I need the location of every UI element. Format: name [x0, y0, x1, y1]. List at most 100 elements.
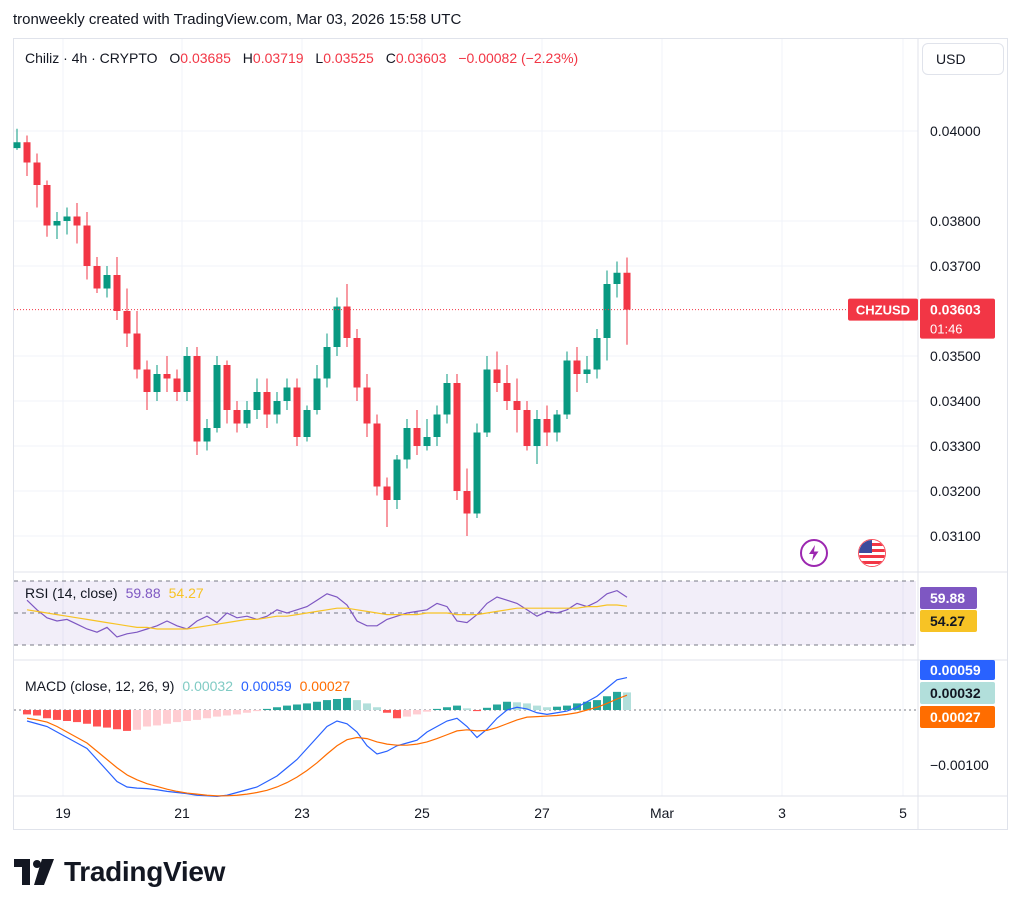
rsi-ma-legend-value: 54.27: [168, 585, 204, 601]
macd-histogram-bar: [403, 710, 411, 717]
candle-body: [553, 414, 561, 433]
macd-legend-title[interactable]: MACD (close, 12, 26, 9): [25, 678, 175, 694]
price-tick-label: 0.03100: [930, 528, 981, 544]
macd-histogram-bar: [43, 710, 51, 719]
candle-body: [153, 374, 161, 392]
candle-body: [503, 383, 511, 401]
macd-histogram-bar: [433, 708, 441, 710]
candle-body: [533, 419, 541, 446]
candle-body: [513, 401, 521, 410]
candle-body: [113, 275, 121, 311]
macd-histogram-bar: [133, 710, 141, 730]
macd-histogram-bar: [33, 710, 41, 716]
candle-body: [443, 383, 451, 415]
currency-button[interactable]: USD: [922, 43, 1004, 75]
chart-frame: [13, 38, 1008, 830]
candle-body: [573, 360, 581, 374]
rsi-legend-title[interactable]: RSI (14, close): [25, 585, 118, 601]
macd-histogram-bar: [613, 691, 621, 710]
rsi-ma-value-label: 54.27: [930, 613, 965, 629]
symbol-title[interactable]: Chiliz · 4h · CRYPTO: [25, 50, 158, 66]
macd-histogram-bar: [563, 705, 571, 710]
rsi-value-label: 59.88: [930, 590, 965, 606]
candle-body: [303, 410, 311, 437]
candle-body: [293, 387, 301, 437]
macd-histogram-bar: [623, 692, 631, 710]
candle-body: [453, 383, 461, 491]
x-tick-label: 5: [899, 805, 907, 821]
candle-body: [193, 356, 201, 442]
macd-histogram-bar: [213, 710, 221, 717]
macd-value-label: 0.00059: [930, 662, 981, 678]
candle-body: [323, 347, 331, 379]
candle-body: [133, 333, 141, 370]
macd-histogram-bar: [583, 701, 591, 710]
price-tick-label: 0.04000: [930, 123, 981, 139]
x-tick-label: 23: [294, 805, 310, 821]
macd-histogram-bar: [83, 710, 91, 724]
rsi-ma-value-box: [920, 610, 977, 632]
brand-name: TradingView: [64, 856, 226, 887]
macd-histogram-bar: [143, 710, 151, 727]
candle-body: [613, 272, 621, 284]
ticker-label: CHZUSD: [856, 303, 910, 318]
chart-credit: tronweekly created with TradingView.com,…: [13, 11, 462, 28]
candle-body: [163, 374, 171, 379]
price-tick-label: 0.03200: [930, 483, 981, 499]
candle-body: [173, 378, 181, 392]
candle-body: [313, 378, 321, 410]
candle-body: [363, 387, 371, 424]
macd-histogram-bar: [443, 707, 451, 710]
signal-value-box: [920, 706, 995, 728]
candle-body: [123, 311, 131, 334]
candle-body: [253, 392, 261, 410]
candle-body: [283, 387, 291, 401]
alert-button[interactable]: [800, 539, 828, 567]
candle-body: [143, 369, 151, 392]
tradingview-logo[interactable]: TradingView: [14, 856, 225, 888]
macd-histogram-bar: [553, 706, 561, 710]
macd-histogram-bar: [323, 700, 331, 710]
open-value: 0.03685: [180, 50, 231, 66]
macd-histogram-bar: [383, 710, 391, 713]
macd-histogram-bar: [193, 710, 201, 720]
countdown-label: 01:46: [930, 322, 963, 337]
tradingview-logo-icon: [14, 859, 54, 885]
macd-histogram-bar: [303, 703, 311, 710]
high-label: H: [242, 50, 253, 66]
macd-histogram-bar: [453, 705, 461, 710]
candle-body: [543, 419, 551, 433]
macd-histogram-bar: [523, 703, 531, 710]
main-legend: Chiliz · 4h · CRYPTO O0.03685 H0.03719 L…: [25, 50, 578, 66]
macd-histogram-bar: [513, 702, 521, 710]
rsi-value-box: [920, 587, 977, 609]
macd-histogram-bar: [63, 710, 71, 721]
macd-histogram-bar: [103, 710, 111, 728]
us-flag-icon: [859, 540, 885, 566]
candle-body: [263, 392, 271, 415]
candle-body: [243, 410, 251, 424]
macd-histogram-bar: [293, 704, 301, 710]
macd-signal-legend-value: 0.00027: [299, 678, 351, 694]
x-tick-label: 27: [534, 805, 550, 821]
high-value: 0.03719: [252, 50, 304, 66]
macd-histogram-bar: [393, 710, 401, 719]
macd-histogram-bar: [203, 710, 211, 719]
macd-histogram-bar: [493, 704, 501, 710]
last-price-label: 0.03603: [930, 302, 981, 318]
macd-histogram-bar: [263, 708, 271, 710]
x-tick-label: 3: [778, 805, 786, 821]
low-label: L: [315, 50, 324, 66]
macd-histogram-bar: [23, 710, 31, 715]
macd-hist-legend-value: 0.00032: [182, 678, 233, 694]
rsi-ma-line: [26, 604, 628, 630]
candle-body: [403, 428, 411, 460]
candle-body: [183, 356, 191, 392]
signal-line: [26, 694, 628, 797]
macd-value-box: [920, 660, 995, 680]
macd-histogram-bar: [223, 710, 231, 716]
region-flag-button[interactable]: [858, 539, 886, 567]
last-price-box: [920, 298, 995, 339]
x-tick-label: Mar: [650, 805, 674, 821]
